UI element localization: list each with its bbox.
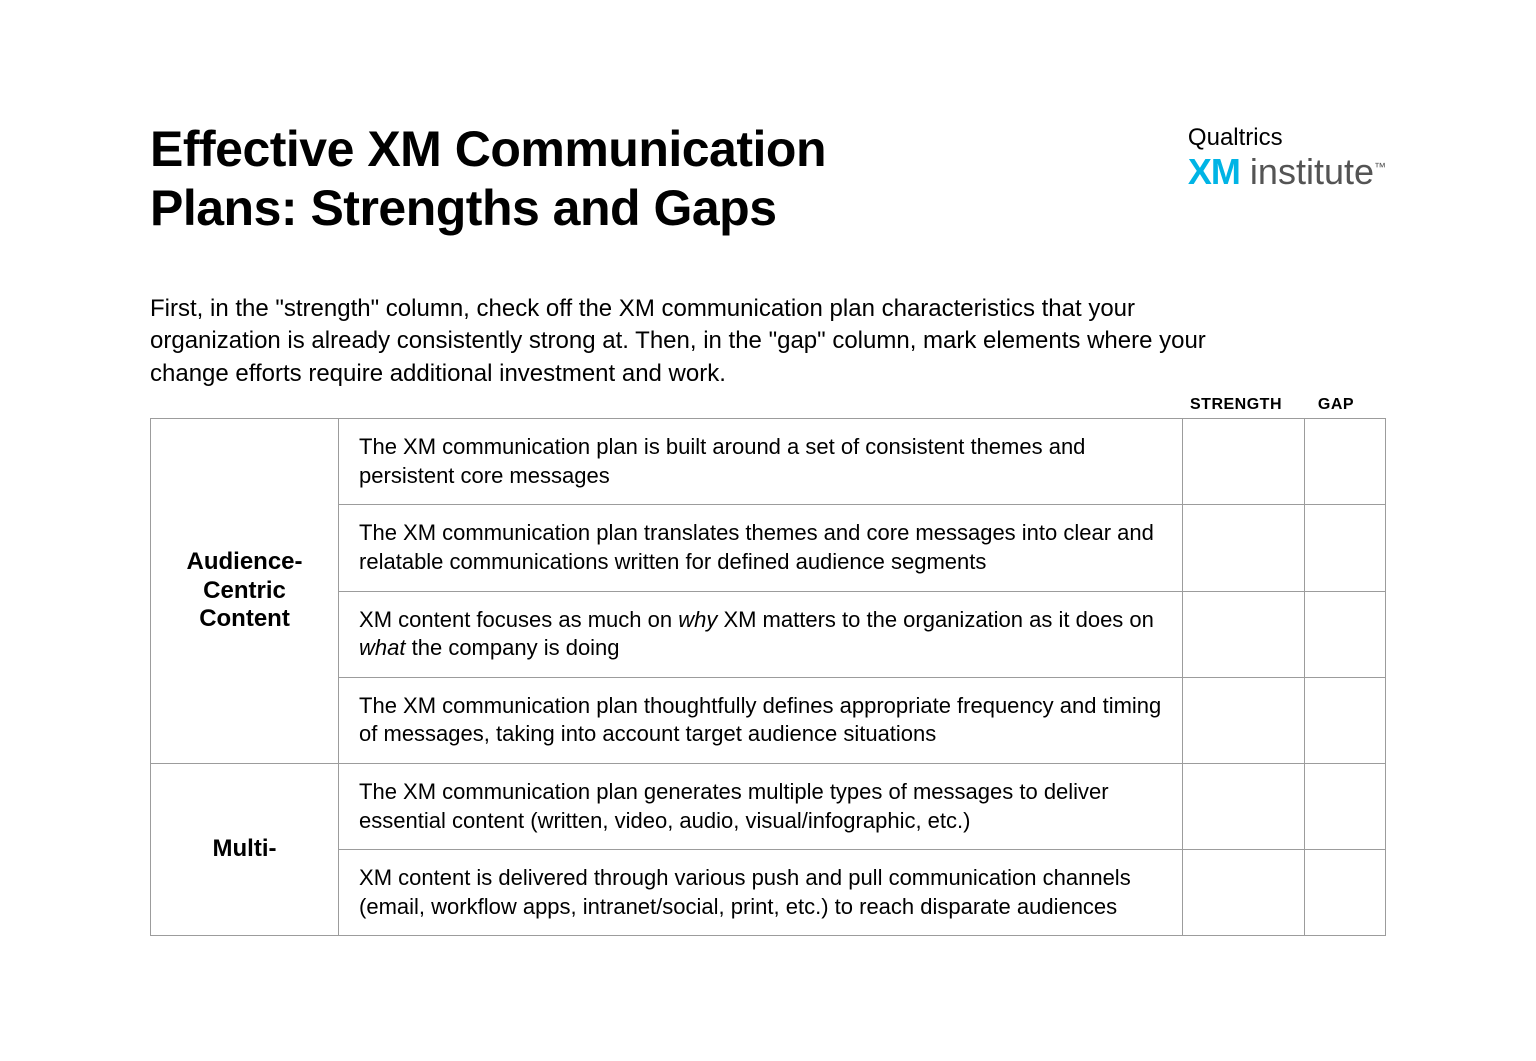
category-cell: Audience-Centric Content <box>151 419 339 764</box>
gap-checkbox-cell[interactable] <box>1304 591 1385 677</box>
strength-checkbox-cell[interactable] <box>1182 850 1304 936</box>
strength-checkbox-cell[interactable] <box>1182 591 1304 677</box>
gap-checkbox-cell[interactable] <box>1304 763 1385 849</box>
logo-tm: ™ <box>1374 160 1386 174</box>
category-cell: Multi- <box>151 763 339 935</box>
description-cell: The XM communication plan translates the… <box>339 505 1183 591</box>
strength-checkbox-cell[interactable] <box>1182 677 1304 763</box>
qualtrics-logo: Qualtrics XM institute™ <box>1188 120 1386 190</box>
logo-xm: XM <box>1188 151 1240 192</box>
gap-header: GAP <box>1296 396 1376 414</box>
description-cell: The XM communication plan thoughtfully d… <box>339 677 1183 763</box>
gap-checkbox-cell[interactable] <box>1304 677 1385 763</box>
logo-product: XM institute™ <box>1188 154 1386 190</box>
description-cell: XM content is delivered through various … <box>339 850 1183 936</box>
assessment-table: Audience-Centric ContentThe XM communica… <box>150 418 1386 936</box>
table-row: Audience-Centric ContentThe XM communica… <box>151 419 1386 505</box>
logo-brand: Qualtrics <box>1188 126 1386 150</box>
gap-checkbox-cell[interactable] <box>1304 419 1385 505</box>
worksheet-page: Effective XM Communication Plans: Streng… <box>0 0 1536 1061</box>
logo-institute: institute <box>1240 151 1374 192</box>
strength-header: STRENGTH <box>1176 396 1296 414</box>
intro-paragraph: First, in the "strength" column, check o… <box>150 293 1210 390</box>
description-cell: The XM communication plan generates mult… <box>339 763 1183 849</box>
column-headers: STRENGTH GAP <box>150 396 1386 414</box>
description-cell: XM content focuses as much on why XM mat… <box>339 591 1183 677</box>
header-row: Effective XM Communication Plans: Streng… <box>150 120 1386 238</box>
strength-checkbox-cell[interactable] <box>1182 763 1304 849</box>
table-row: Multi-The XM communication plan generate… <box>151 763 1386 849</box>
description-cell: The XM communication plan is built aroun… <box>339 419 1183 505</box>
gap-checkbox-cell[interactable] <box>1304 850 1385 936</box>
page-title: Effective XM Communication Plans: Streng… <box>150 120 970 238</box>
gap-checkbox-cell[interactable] <box>1304 505 1385 591</box>
strength-checkbox-cell[interactable] <box>1182 419 1304 505</box>
strength-checkbox-cell[interactable] <box>1182 505 1304 591</box>
